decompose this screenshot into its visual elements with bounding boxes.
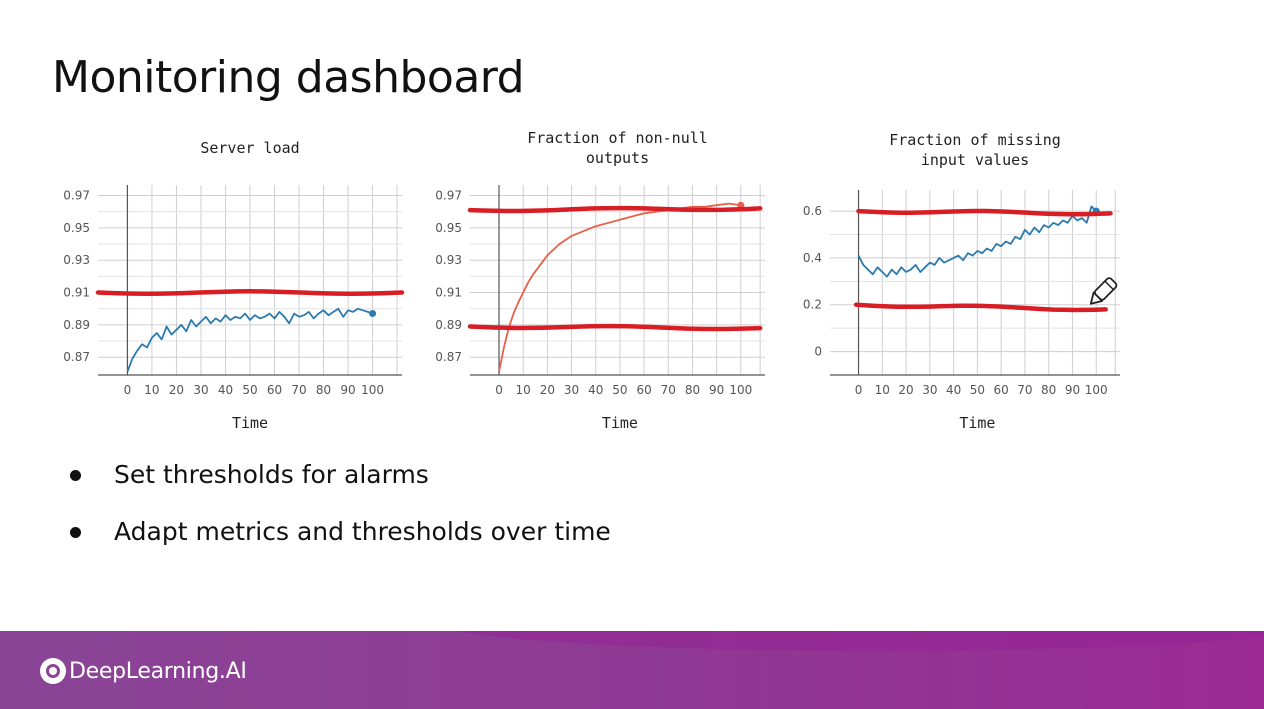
chart-2: Fraction of non-null outputs 0 10 20 30 40 50 60… [435, 129, 765, 432]
x-tick-label: 70 [1017, 383, 1032, 397]
x-tick-label: 0 [495, 383, 503, 397]
y-tick-label: 0.91 [63, 286, 90, 300]
threshold-line-upper [95, 289, 405, 296]
x-tick-label: 70 [291, 383, 306, 397]
y-tick-label: 0.89 [435, 318, 462, 332]
x-tick-label: 20 [898, 383, 913, 397]
bullet-text: Set thresholds for alarms [114, 460, 429, 489]
x-tick-label: 100 [361, 383, 384, 397]
y-tick-label: 0.89 [63, 318, 90, 332]
y-tick-label: 0.95 [435, 221, 462, 235]
bullet-dot [70, 470, 81, 481]
series-line [498, 202, 741, 372]
slide-title: Monitoring dashboard [52, 52, 525, 103]
x-tick-label: 60 [267, 383, 282, 397]
threshold-line-lower [467, 323, 763, 332]
brand-logo: DeepLearning.AI [40, 658, 247, 684]
bullet-dot [70, 527, 81, 538]
y-tick-label: 0.87 [63, 350, 90, 364]
x-axis-label: Time [232, 414, 268, 432]
series-line [857, 205, 1097, 278]
chart-title: Fraction of non-null [527, 129, 708, 147]
x-tick-label: 50 [970, 383, 985, 397]
x-tick-label: 90 [1065, 383, 1080, 397]
y-tick-label: 0.2 [803, 298, 822, 312]
series-end-point [369, 310, 377, 318]
x-tick-label: 30 [922, 383, 937, 397]
pen-tip [1089, 291, 1104, 305]
y-tick-label: 0.93 [63, 253, 90, 267]
chart-title: input values [921, 151, 1029, 169]
x-tick-label: 40 [946, 383, 961, 397]
series-line [126, 307, 373, 373]
x-tick-label: 50 [612, 383, 627, 397]
footer-wave [430, 631, 1264, 651]
chart-title: outputs [586, 149, 649, 167]
x-axis-label: Time [602, 414, 638, 432]
brand-logo-icon [40, 658, 66, 684]
x-tick-label: 40 [218, 383, 233, 397]
x-tick-label: 0 [124, 383, 132, 397]
x-tick-label: 40 [588, 383, 603, 397]
x-tick-label: 20 [169, 383, 184, 397]
x-axis-label: Time [959, 414, 995, 432]
chart-title: Server load [200, 139, 299, 157]
x-tick-label: 0 [855, 383, 863, 397]
bullet-item: Set thresholds for alarms [70, 455, 611, 512]
x-tick-label: 80 [1041, 383, 1056, 397]
chart-1: Server load 0 10 20 30 40 50 60 70 80 90 100 0.87 0.8… [63, 139, 405, 432]
x-tick-label: 60 [994, 383, 1009, 397]
bullet-item: Adapt metrics and thresholds over time [70, 512, 611, 569]
x-tick-label: 90 [709, 383, 724, 397]
footer-bar: DeepLearning.AI [0, 631, 1264, 709]
y-tick-label: 0.97 [435, 189, 462, 203]
chart-title: Fraction of missing [889, 131, 1061, 149]
pen-band [1104, 280, 1114, 291]
x-tick-label: 10 [875, 383, 890, 397]
y-tick-label: 0.87 [435, 350, 462, 364]
chart-3: Fraction of missing input values 0 10 20 30 40… [803, 131, 1120, 432]
brand-name: DeepLearning.AI [69, 658, 247, 684]
x-tick-label: 80 [316, 383, 331, 397]
threshold-line-upper [467, 205, 763, 214]
y-tick-label: 0.4 [803, 251, 822, 265]
x-tick-label: 10 [144, 383, 159, 397]
y-tick-label: 0 [814, 345, 822, 359]
y-tick-label: 0.91 [435, 286, 462, 300]
x-tick-label: 50 [242, 383, 257, 397]
x-tick-label: 10 [516, 383, 531, 397]
y-tick-label: 0.97 [63, 189, 90, 203]
pen-icon [1089, 277, 1118, 305]
x-tick-label: 30 [564, 383, 579, 397]
x-tick-label: 30 [193, 383, 208, 397]
y-tick-label: 0.93 [435, 253, 462, 267]
x-tick-label: 80 [685, 383, 700, 397]
bullet-text: Adapt metrics and thresholds over time [114, 517, 611, 546]
threshold-line-lower [853, 302, 1108, 313]
x-tick-label: 90 [340, 383, 355, 397]
y-tick-label: 0.95 [63, 221, 90, 235]
x-tick-label: 100 [729, 383, 752, 397]
x-tick-label: 70 [661, 383, 676, 397]
threshold-line-upper [856, 208, 1113, 217]
x-tick-label: 100 [1085, 383, 1108, 397]
y-tick-label: 0.6 [803, 204, 822, 218]
x-tick-label: 20 [540, 383, 555, 397]
x-tick-label: 60 [636, 383, 651, 397]
bullet-list: Set thresholds for alarms Adapt metrics … [70, 455, 611, 569]
